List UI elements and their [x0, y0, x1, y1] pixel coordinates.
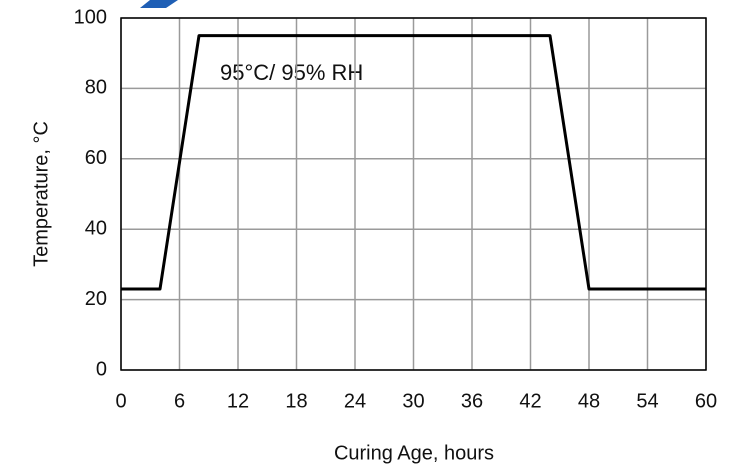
x-tick-label: 6 — [174, 390, 185, 412]
y-tick-label: 100 — [74, 6, 107, 28]
x-axis-label: Curing Age, hours — [334, 442, 494, 464]
x-tick-label: 24 — [344, 390, 366, 412]
x-tick-label: 60 — [695, 390, 717, 412]
y-tick-label: 80 — [85, 77, 107, 99]
y-tick-label: 60 — [85, 147, 107, 169]
y-tick-label: 0 — [96, 358, 107, 380]
y-axis-label: Temperature, °C — [30, 121, 52, 267]
x-tick-label: 0 — [115, 390, 126, 412]
x-tick-label: 54 — [636, 390, 658, 412]
cropped-heading-fragment — [140, 0, 178, 8]
x-tick-label: 30 — [402, 390, 424, 412]
annotation: 95°C/ 95% RH — [220, 60, 363, 85]
y-tick-label: 40 — [85, 217, 107, 239]
plot-frame — [120, 17, 707, 371]
x-tick-label: 36 — [461, 390, 483, 412]
y-tick-label: 20 — [85, 288, 107, 310]
x-tick-label: 12 — [227, 390, 249, 412]
x-tick-label: 48 — [578, 390, 600, 412]
x-tick-label: 42 — [519, 390, 541, 412]
x-tick-label: 18 — [285, 390, 307, 412]
data-line — [121, 34, 706, 291]
